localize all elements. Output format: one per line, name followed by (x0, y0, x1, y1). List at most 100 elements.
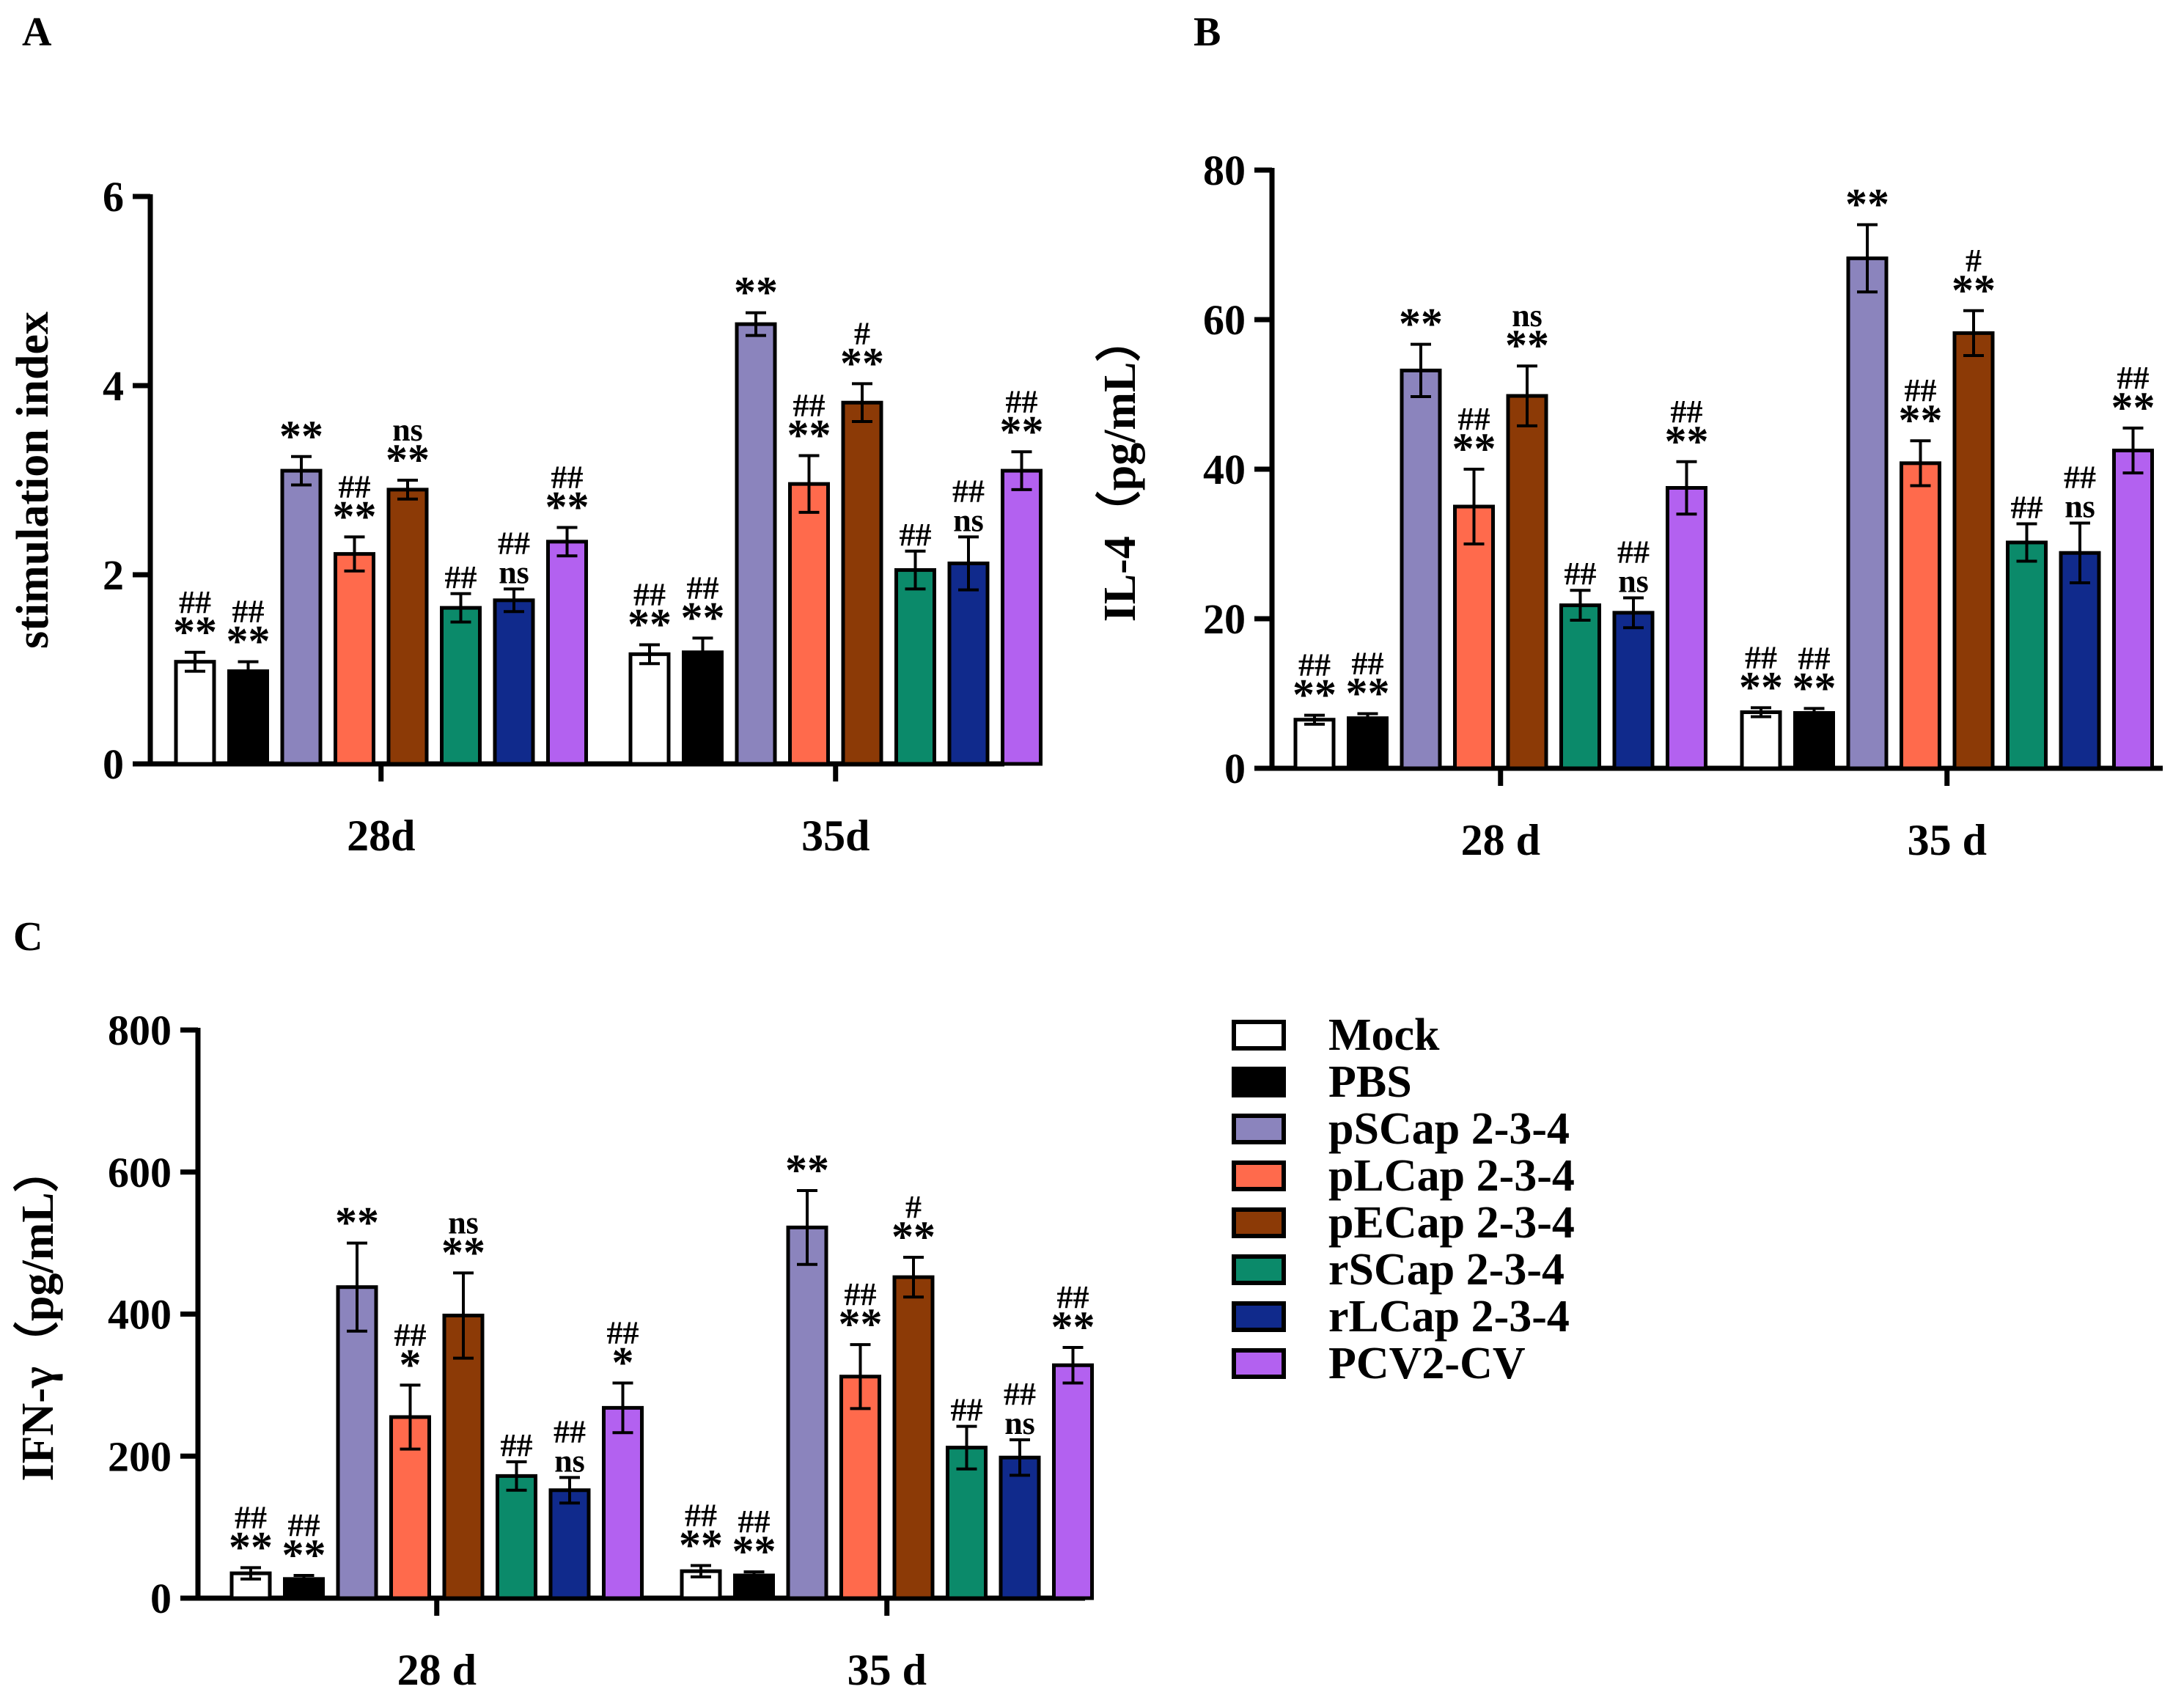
panel-a-sig-top-pbs: ## (232, 594, 265, 630)
panel-c-sig-rlcap-2-3-4: ns (554, 1443, 585, 1479)
panel-a-bar-pecap-2-3-4-35d (841, 400, 883, 766)
legend-item-pcv2-cv: PCV2-CV (1232, 1340, 1575, 1387)
panel-b-sig-plcap-2-3-4: ** (1899, 396, 1943, 444)
panel-c-sig-top-plcap-2-3-4: ## (394, 1317, 427, 1353)
panel-c-y-tick-label: 400 (108, 1291, 172, 1339)
panel-a-bar-mock-35d (628, 652, 671, 766)
panel-a-bar-rlcap-2-3-4-35d (947, 562, 990, 766)
panel-b-y-tick-label: 40 (1203, 446, 1246, 493)
panel-b-sig-top-rlcap-2-3-4: ## (1617, 534, 1650, 570)
panel-b-sig-rscap-2-3-4: ## (2011, 489, 2043, 525)
legend-swatch-pbs (1232, 1067, 1286, 1097)
panel-a-x-tick-label: 28d (347, 812, 415, 860)
panel-c-sig-top-mock: ## (685, 1497, 717, 1533)
panel-c-sig-top-pcv2-cv: ## (1057, 1279, 1089, 1315)
panel-c-bar-pecap-2-3-4-35-d (892, 1275, 935, 1600)
panel-b-y-tick-label: 20 (1203, 595, 1246, 643)
panel-b-bar-plcap-2-3-4-28-d (1453, 504, 1495, 770)
panel-b-sig-top-pecap-2-3-4: ns (1512, 298, 1543, 334)
panel-c-x-tick-label: 35 d (848, 1646, 927, 1692)
legend: Mock PBS pSCap 2-3-4 pLCap 2-3-4 pECap 2… (1232, 1012, 1575, 1387)
legend-label-rlcap: rLCap 2-3-4 (1328, 1292, 1570, 1342)
panel-b-sig-top-pcv2-cv: ## (1671, 394, 1703, 430)
panel-b-bar-pbs-28-d (1347, 716, 1389, 770)
panel-c-sig-plcap-2-3-4: * (400, 1340, 422, 1388)
panel-b-bar-rscap-2-3-4-35-d (2006, 540, 2048, 770)
legend-item-mock: Mock (1232, 1012, 1575, 1059)
panel-a-sig-top-mock: ## (179, 584, 211, 620)
panel-a-letter: A (22, 10, 52, 55)
panel-a-sig-top-pcv2-cv: ## (551, 460, 584, 496)
panel-b-sig-plcap-2-3-4: ** (1452, 424, 1496, 473)
panel-a-y-tick-label: 4 (103, 362, 124, 410)
panel-a-sig-top-pecap-2-3-4: ns (392, 412, 423, 448)
panel-c-sig-top-mock: ## (235, 1499, 267, 1535)
legend-item-rlcap: rLCap 2-3-4 (1232, 1293, 1575, 1340)
panel-b-bar-pscap-2-3-4-28-d (1400, 368, 1442, 770)
panel-a-bar-rscap-2-3-4-35d (894, 568, 936, 766)
panel-b-sig-pecap-2-3-4: ** (1505, 321, 1549, 369)
panel-a-sig-top-plcap-2-3-4: ## (339, 468, 371, 504)
panel-c-y-tick-label: 0 (150, 1575, 172, 1622)
legend-item-plcap: pLCap 2-3-4 (1232, 1152, 1575, 1199)
panel-b-sig-mock: ** (1739, 663, 1783, 711)
panel-b-sig-rlcap-2-3-4: ns (1618, 563, 1649, 599)
panel-c-sig-top-pbs: ## (288, 1507, 320, 1543)
panel-a-sig-pscap-2-3-4: ** (279, 412, 323, 460)
panel-b-bar-mock-35-d (1740, 710, 1782, 770)
panel-a-sig-rlcap-2-3-4: ns (953, 502, 984, 538)
panel-c-sig-top-pbs: ## (738, 1504, 771, 1540)
panel-c-sig-pecap-2-3-4: ** (891, 1213, 935, 1261)
panel-b-bar-pecap-2-3-4-28-d (1506, 394, 1548, 770)
panel-b-sig-rlcap-2-3-4: ns (2064, 488, 2095, 524)
panel-c-sig-top-pecap-2-3-4: # (905, 1189, 922, 1225)
panel-a-sig-pbs: ** (681, 593, 725, 641)
panel-c-sig-top-pcv2-cv: ## (607, 1314, 639, 1350)
panel-b-sig-pcv2-cv: ** (2111, 383, 2155, 432)
panel-a-sig-top-rlcap-2-3-4: ## (498, 525, 530, 561)
panel-c-sig-pecap-2-3-4: ** (441, 1228, 485, 1276)
panel-c-sig-pcv2-cv: ** (1051, 1303, 1095, 1351)
panel-c-bar-pcv2-cv-35-d (1052, 1363, 1094, 1600)
panel-a-sig-plcap-2-3-4: ** (787, 411, 831, 459)
panel-c-y-tick-label: 600 (108, 1149, 172, 1196)
panel-a-sig-plcap-2-3-4: ** (333, 492, 377, 540)
panel-b-sig-top-pbs: ## (1798, 640, 1831, 676)
panel-a-sig-rscap-2-3-4: ## (900, 517, 932, 553)
panel-a-sig-top-mock: ## (633, 576, 666, 612)
panel-c-sig-rlcap-2-3-4: ns (1004, 1405, 1035, 1441)
panel-b-x-tick-label: 35 d (1908, 816, 1987, 864)
panel-b-sig-mock: ** (1293, 671, 1336, 719)
legend-label-pcv2-cv: PCV2-CV (1328, 1339, 1526, 1388)
legend-label-pscap: pSCap 2-3-4 (1328, 1104, 1570, 1154)
panel-a-y-tick-label: 2 (103, 551, 124, 599)
panel-b-sig-pcv2-cv: ** (1665, 417, 1709, 466)
panel-b-sig-top-plcap-2-3-4: ## (1458, 401, 1490, 437)
panel-a-sig-rlcap-2-3-4: ns (499, 554, 529, 590)
legend-item-pscap: pSCap 2-3-4 (1232, 1106, 1575, 1152)
panel-a-bar-pbs-35d (682, 650, 724, 766)
legend-label-pecap: pECap 2-3-4 (1328, 1198, 1575, 1248)
panel-b-sig-top-mock: ## (1298, 647, 1331, 683)
panel-b-sig-top-mock: ## (1745, 639, 1777, 675)
panel-a-sig-mock: ** (173, 608, 217, 656)
panel-a-y-label: stimulation index (8, 312, 58, 649)
panel-a-bar-pcv2-cv-28d (546, 540, 588, 766)
panel-b-sig-rscap-2-3-4: ## (1565, 556, 1597, 592)
panel-c-bar-pecap-2-3-4-28-d (442, 1313, 485, 1600)
panel-c-sig-top-pecap-2-3-4: ns (448, 1204, 479, 1240)
panel-a-bar-pecap-2-3-4-28d (386, 488, 429, 766)
legend-swatch-mock (1232, 1020, 1286, 1051)
panel-b-y-tick-label: 0 (1224, 745, 1246, 792)
panel-c-sig-pbs: ** (732, 1527, 776, 1575)
legend-swatch-rlcap (1232, 1301, 1286, 1332)
panel-a-sig-top-pecap-2-3-4: # (854, 315, 870, 351)
legend-item-pecap: pECap 2-3-4 (1232, 1199, 1575, 1246)
panel-a-sig-mock: ** (628, 600, 672, 648)
legend-swatch-plcap (1232, 1161, 1286, 1191)
panel-b-sig-pecap-2-3-4: ** (1952, 266, 1996, 315)
panel-b-sig-pbs: ** (1793, 663, 1836, 712)
panel-c-sig-plcap-2-3-4: ** (839, 1300, 883, 1348)
legend-swatch-rscap (1232, 1254, 1286, 1285)
panel-c-letter: C (13, 914, 43, 960)
